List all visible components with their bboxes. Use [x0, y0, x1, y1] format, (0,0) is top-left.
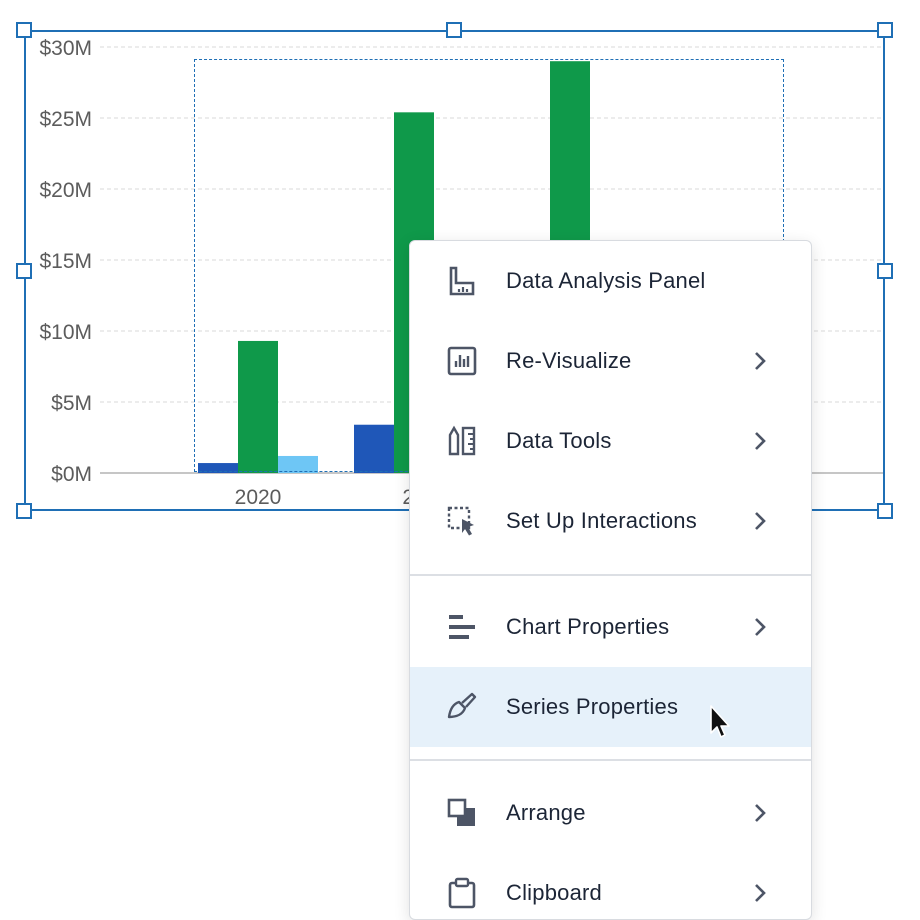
bar [198, 463, 238, 473]
menu-item-label: Data Analysis Panel [506, 268, 706, 293]
chevron-right-icon [748, 509, 772, 533]
menu-item-series-properties[interactable]: Series Properties [410, 667, 811, 747]
paintbrush-icon [444, 689, 480, 725]
y-tick-label: $20M [39, 179, 92, 202]
chart-properties-icon [444, 609, 480, 645]
menu-separator [410, 574, 811, 576]
menu-item-chart-properties[interactable]: Chart Properties [410, 587, 811, 667]
y-tick-label: $0M [51, 463, 92, 486]
chevron-right-icon [748, 349, 772, 373]
x-tick-label: 2020 [235, 486, 282, 509]
y-tick-label: $10M [39, 321, 92, 344]
data-analysis-panel-icon [444, 263, 480, 299]
mouse-cursor-icon [710, 705, 730, 738]
y-tick-label: $5M [51, 392, 92, 415]
chevron-right-icon [748, 801, 772, 825]
bar [278, 455, 318, 473]
resize-handle-top-center[interactable] [446, 22, 462, 38]
chevron-right-icon [748, 615, 772, 639]
bar-chart-icon [444, 343, 480, 379]
menu-separator [410, 759, 811, 761]
menu-item-set-up-interactions[interactable]: Set Up Interactions [410, 481, 811, 561]
chevron-right-icon [748, 881, 772, 905]
y-tick-label: $25M [39, 108, 92, 131]
resize-handle-bottom-left[interactable] [16, 503, 32, 519]
menu-item-label: Re-Visualize [506, 348, 632, 373]
y-tick-label: $30M [39, 37, 92, 60]
menu-item-data-analysis-panel[interactable]: Data Analysis Panel [410, 241, 811, 321]
clipboard-icon [444, 875, 480, 911]
menu-item-label: Clipboard [506, 880, 602, 905]
menu-item-label: Series Properties [506, 694, 679, 719]
menu-item-label: Set Up Interactions [506, 508, 697, 533]
resize-handle-middle-left[interactable] [16, 263, 32, 279]
menu-item-label: Chart Properties [506, 614, 670, 639]
interactions-cursor-icon [444, 503, 480, 539]
bar [238, 340, 278, 473]
arrange-icon [444, 795, 480, 831]
menu-item-label: Arrange [506, 800, 586, 825]
chevron-right-icon [748, 429, 772, 453]
context-menu: Data Analysis Panel Re-Visualize Data To… [409, 240, 812, 920]
menu-item-data-tools[interactable]: Data Tools [410, 401, 811, 481]
y-tick-label: $15M [39, 250, 92, 273]
bar [354, 424, 394, 473]
menu-item-re-visualize[interactable]: Re-Visualize [410, 321, 811, 401]
menu-item-arrange[interactable]: Arrange [410, 773, 811, 853]
resize-handle-middle-right[interactable] [877, 263, 893, 279]
data-tools-icon [444, 423, 480, 459]
menu-item-label: Data Tools [506, 428, 612, 453]
resize-handle-top-right[interactable] [877, 22, 893, 38]
menu-item-clipboard[interactable]: Clipboard [410, 853, 811, 919]
resize-handle-bottom-right[interactable] [877, 503, 893, 519]
resize-handle-top-left[interactable] [16, 22, 32, 38]
